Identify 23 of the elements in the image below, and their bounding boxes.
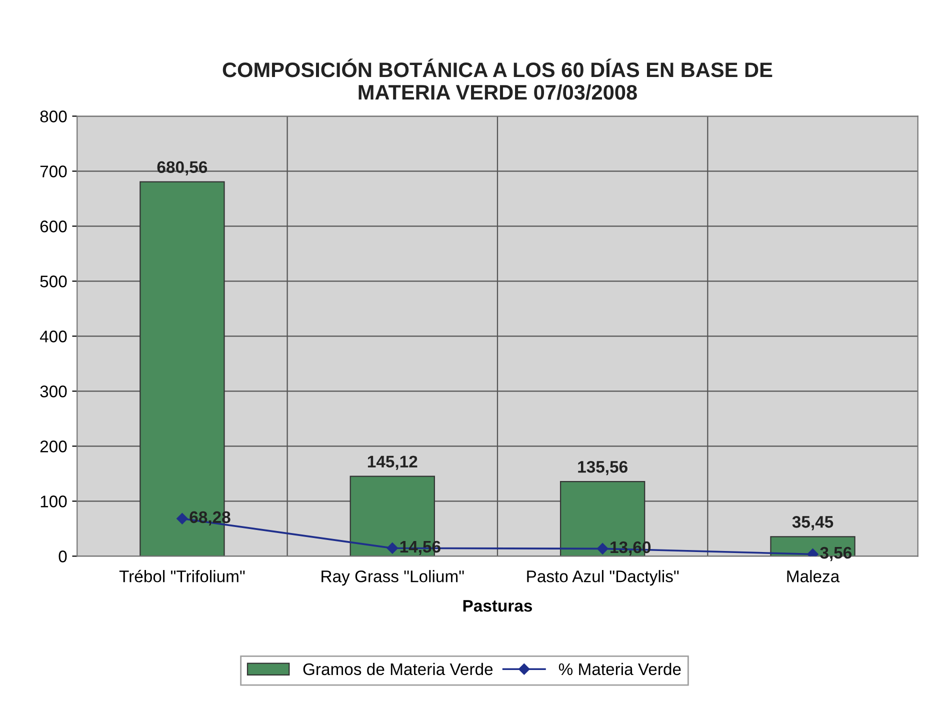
data-label: 35,45: [792, 516, 834, 530]
x-tick-label: Maleza: [787, 570, 840, 582]
point: [176, 513, 188, 524]
data-label: 135,56: [578, 460, 628, 476]
x-tick-label: Ray Grass "Lolium": [322, 570, 464, 586]
y-tick-label: 0: [58, 550, 67, 562]
x-axis-title: Pasturas: [463, 600, 532, 612]
point: [596, 543, 608, 554]
chart-title: COMPOSICIÓN BOTÁNICA A LOS 60 DÍAS EN BASE DE MATERIA VERDE 07/03/2008: [222, 58, 772, 100]
y-tick-label: 200: [40, 440, 67, 452]
y-tick-label: 500: [40, 276, 67, 288]
y-tick-label: 800: [40, 110, 67, 122]
x-tick-label: Trébol "Trifolium": [119, 570, 245, 582]
y-tick-label: 400: [40, 330, 67, 342]
data-label: 145,12: [368, 456, 418, 470]
x-tick-label: Pasto Azul "Dactylis": [527, 570, 679, 586]
legend-label: Gramos de Materia Verde: [303, 662, 493, 676]
y-tick-label: 300: [40, 386, 67, 398]
y-tick-label: 600: [40, 220, 67, 232]
legend-label: % Materia Verde: [558, 662, 681, 676]
point: [386, 542, 398, 554]
y-tick-label: 700: [40, 166, 67, 178]
y-tick-label: 100: [40, 496, 67, 508]
